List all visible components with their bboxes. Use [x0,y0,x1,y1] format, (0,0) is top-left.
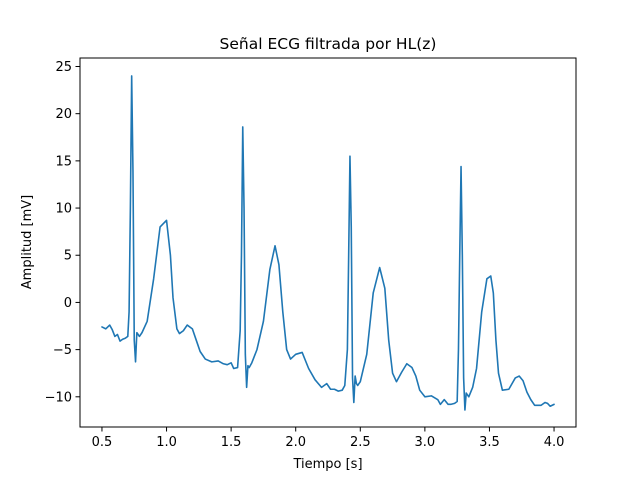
x-tick-label: 3.5 [479,435,500,450]
y-tick-label: −5 [53,343,72,358]
x-tick-label: 1.0 [156,435,177,450]
y-tick-label: 25 [55,60,72,75]
y-tick-label: 5 [64,249,72,264]
y-tick-label: 20 [55,107,72,122]
y-axis-ticks: −10 −5 0 5 10 15 20 25 [45,60,80,405]
x-axis-label: Tiempo [s] [292,457,362,472]
y-axis-label: Amplitud [mV] [20,195,35,289]
x-tick-label: 0.5 [92,435,113,450]
y-tick-label: 0 [64,296,72,311]
x-tick-label: 4.0 [544,435,565,450]
y-tick-label: 10 [55,202,72,217]
y-tick-label: 15 [55,154,72,169]
plot-series [101,75,555,411]
x-tick-label: 2.5 [350,435,371,450]
y-tick-label: −10 [45,390,72,405]
x-tick-label: 1.5 [221,435,242,450]
plot-frame [79,57,577,428]
x-tick-label: 3.0 [415,435,436,450]
chart-title: Señal ECG filtrada por HL(z) [220,35,437,53]
ecg-signal-line [101,75,555,411]
x-axis-ticks: 0.5 1.0 1.5 2.0 2.5 3.0 3.5 4.0 [92,427,565,450]
x-tick-label: 2.0 [285,435,306,450]
